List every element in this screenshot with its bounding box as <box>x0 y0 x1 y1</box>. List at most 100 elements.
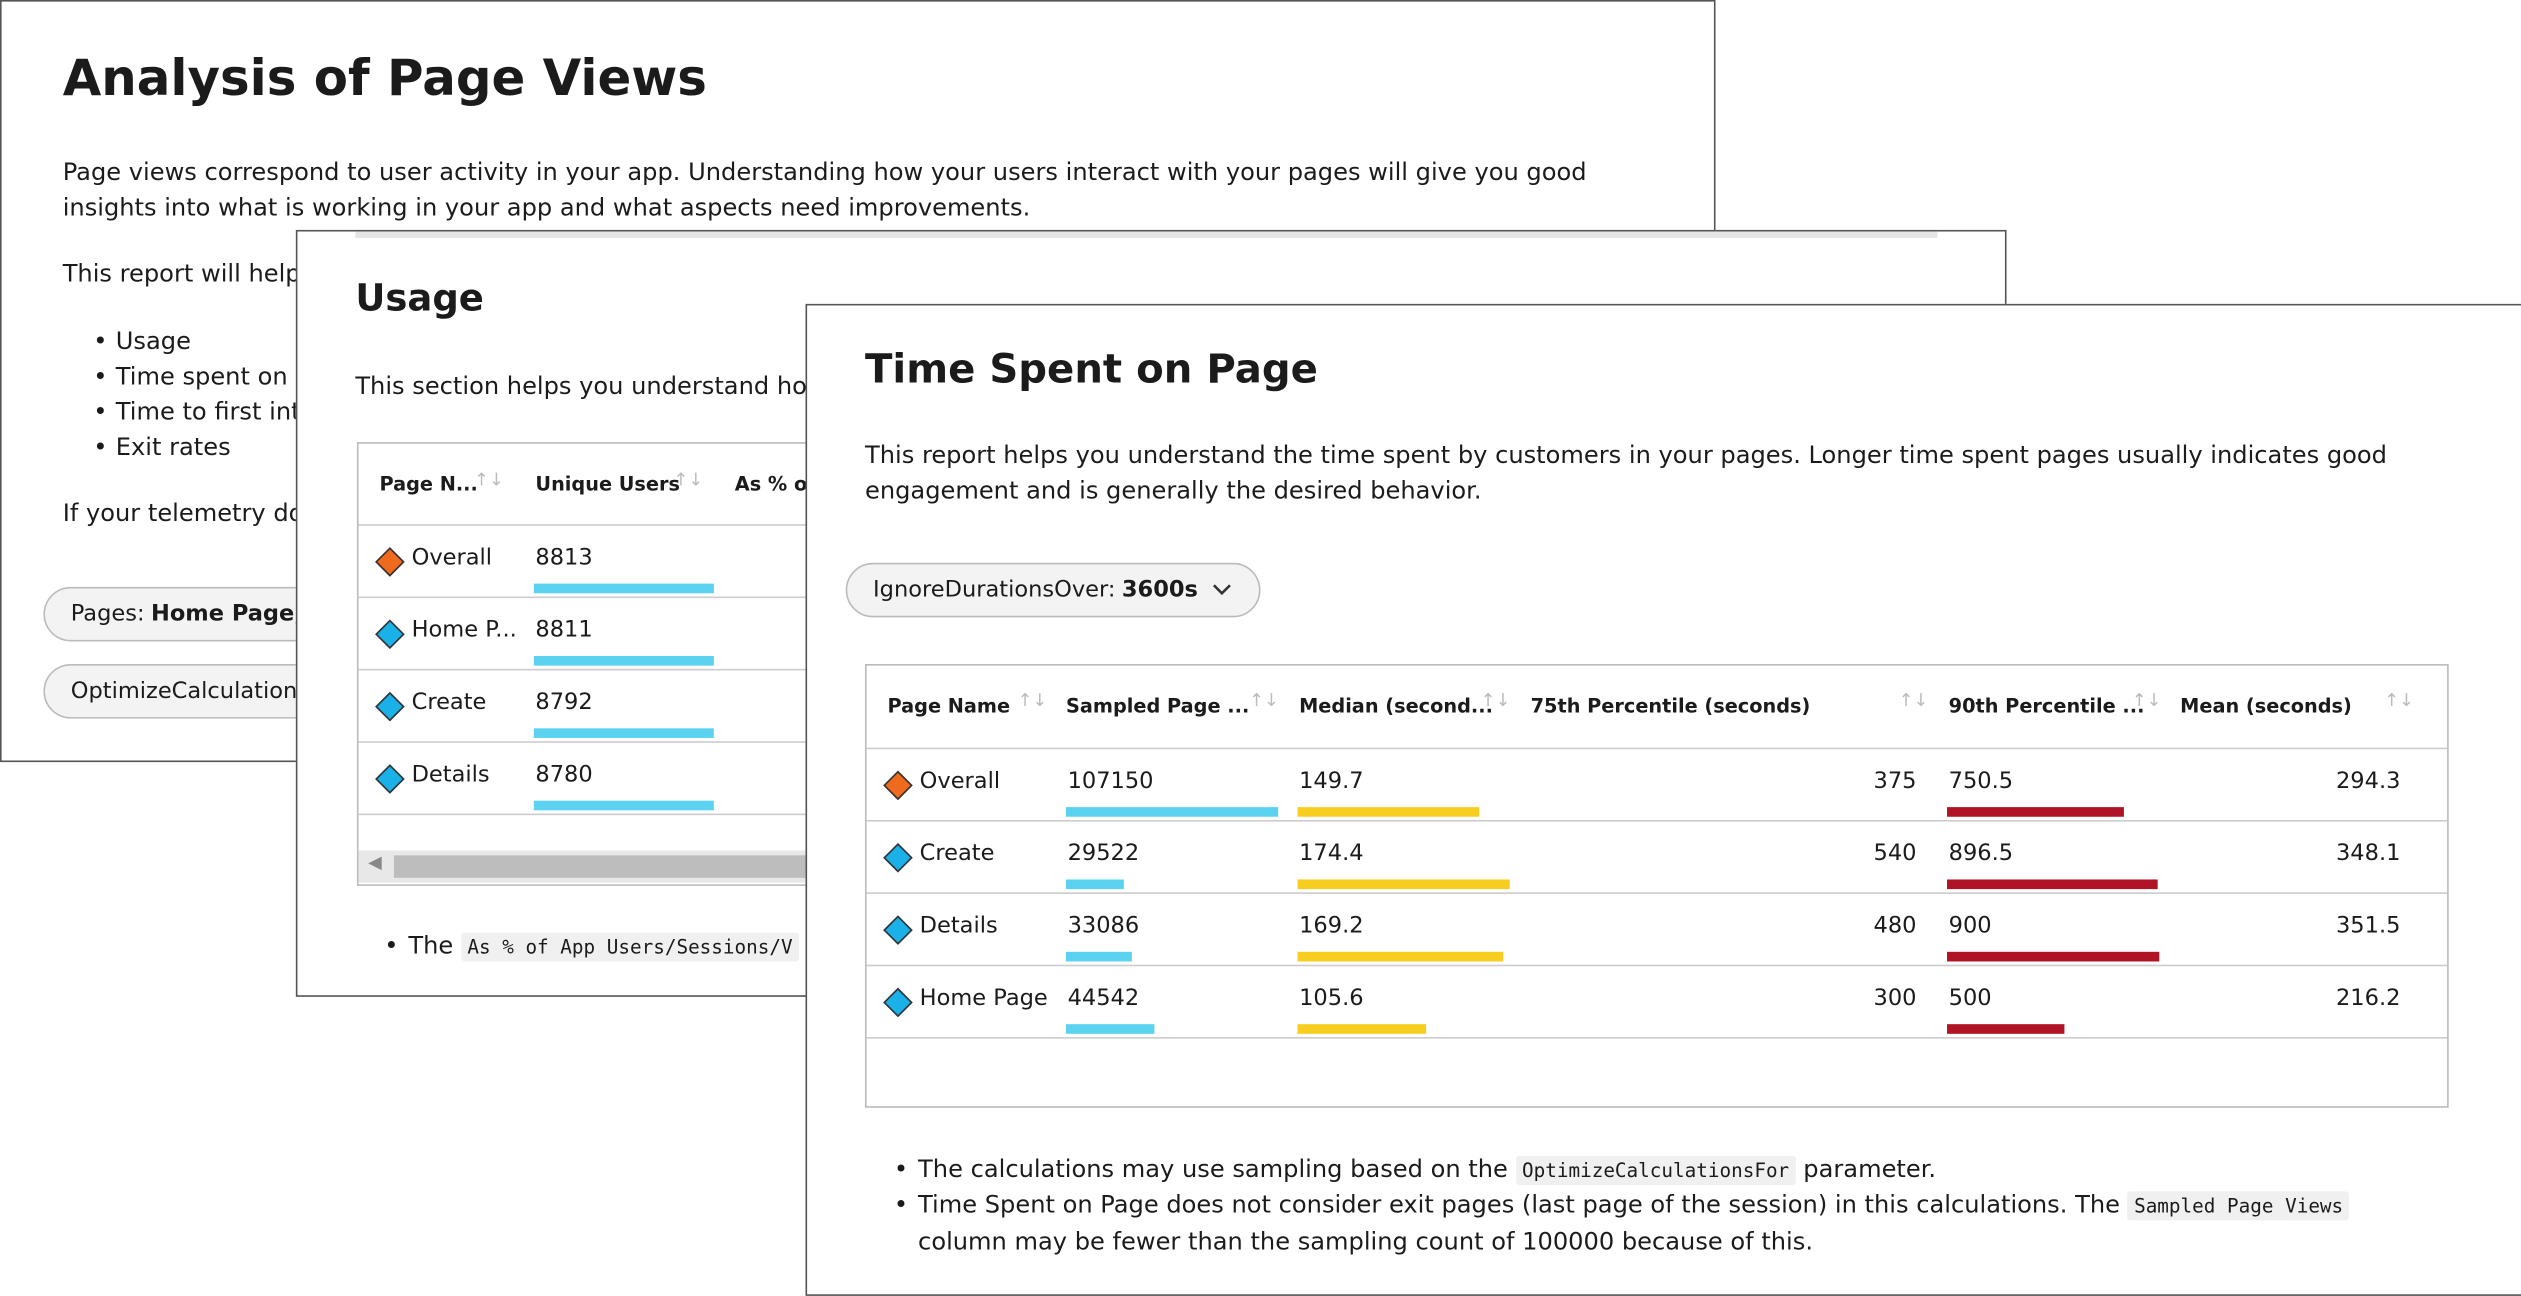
page-icon <box>375 619 405 650</box>
topic-item: Exit rates <box>115 432 231 462</box>
page-name: Details <box>919 913 998 939</box>
bullet-dot: • <box>93 361 108 391</box>
column-header: As % of <box>734 472 816 496</box>
duration-pill[interactable]: IgnoreDurationsOver: 3600s <box>845 562 1261 618</box>
sort-icon: ↑↓ <box>1898 689 1929 711</box>
column-header: Unique Users <box>535 472 680 496</box>
topic-item: Time spent on p <box>115 361 311 391</box>
section-intro: This section helps you understand how <box>355 371 827 401</box>
bar <box>1947 951 2160 962</box>
column-header: 90th Percentile ... <box>1948 694 2145 718</box>
sort-icon: ↑↓ <box>1017 689 1048 711</box>
unique-users: 8780 <box>535 762 593 788</box>
page-name: Overall <box>919 768 1001 795</box>
page-icon <box>883 987 913 1018</box>
cell-value: 750.5 <box>1948 768 2014 795</box>
page-name: Overall <box>411 545 493 571</box>
column-header: Sampled Page ... <box>1065 694 1250 718</box>
pill-label: Pages: <box>70 601 145 628</box>
cell-value: 375 <box>1873 768 1917 795</box>
bullet-dot: • <box>893 1189 909 1219</box>
topic-item: Time to first inte <box>115 397 316 427</box>
page-icon <box>375 764 405 794</box>
sort-icon: ↑↓ <box>2384 689 2415 711</box>
page-name: Home Page <box>919 985 1048 1012</box>
bar <box>1297 1024 1426 1034</box>
note-item: The calculations may use sampling based … <box>918 1151 2413 1188</box>
page-icon <box>375 547 405 577</box>
cell-value: 480 <box>1873 913 1917 939</box>
text-run: The calculations may use sampling based … <box>918 1154 1508 1184</box>
pill-label: IgnoreDurationsOver: <box>873 577 1116 603</box>
bar <box>1297 951 1504 962</box>
column-header: Mean (seconds) <box>2180 694 2352 718</box>
sort-icon: ↑↓ <box>2131 689 2162 711</box>
column-header: Page Name <box>887 694 1011 718</box>
cell-value: 500 <box>1948 985 1992 1012</box>
bullet-dot: • <box>93 326 108 356</box>
page-name: Details <box>411 762 490 788</box>
cell-value: 174.4 <box>1299 840 1364 867</box>
row-line <box>866 1037 2448 1039</box>
cell-value: 896.5 <box>1948 840 2014 867</box>
chevron-icon <box>1213 584 1232 596</box>
cell-value: 149.7 <box>1299 768 1364 795</box>
row-line <box>866 964 2448 967</box>
cell-value: 29522 <box>1067 840 1140 867</box>
cell-value: 300 <box>1873 985 1917 1012</box>
topic-item: Usage <box>115 326 191 356</box>
bar <box>533 655 714 666</box>
bullet-dot: • <box>893 1154 909 1184</box>
cell-value: 348.1 <box>2335 840 2401 867</box>
page-icon <box>883 842 913 873</box>
note-item: The As % of App Users/Sessions/V <box>408 928 800 965</box>
intro-text: Page views correspond to user activity i… <box>62 157 1587 222</box>
header-line <box>866 747 2448 750</box>
unique-users: 8813 <box>535 545 593 571</box>
bar <box>533 583 714 594</box>
divider <box>355 231 1938 238</box>
bar <box>1947 879 2159 890</box>
time-table: Page Name ↑↓ Sampled Page ... ↑↓ Median (sec… <box>864 664 2449 1108</box>
page-name: Create <box>411 689 487 716</box>
time-spent-panel: Time Spent on Page This report helps you … <box>805 303 2521 1296</box>
bar <box>1065 807 1279 817</box>
note-item: Time Spent on Page does not consider exi… <box>918 1187 2413 1259</box>
row-line <box>866 819 2448 822</box>
inline-code: As % of App Users/Sessions/V <box>460 932 800 962</box>
column-header: 75th Percentile (seconds) <box>1530 694 1811 718</box>
telemetry-text: If your telemetry do <box>62 498 304 528</box>
row-line <box>866 892 2448 894</box>
column-header: Page N... <box>379 472 478 496</box>
report-text: This report will help <box>62 258 301 288</box>
bar <box>1065 879 1125 890</box>
column-header: Median (second... <box>1299 694 1493 718</box>
text-run: column may be fewer than the sampling co… <box>918 1226 1813 1256</box>
unique-users: 8811 <box>535 617 593 644</box>
sort-icon: ↑↓ <box>1249 689 1279 711</box>
bar <box>1065 951 1132 962</box>
cell-value: 44542 <box>1067 985 1140 1012</box>
page-icon <box>375 691 405 722</box>
cell-value: 169.2 <box>1299 913 1364 939</box>
cell-value: 351.5 <box>2335 913 2401 939</box>
bar <box>533 728 714 738</box>
bar <box>1297 807 1480 817</box>
text-run: The <box>408 930 454 960</box>
section-title: Usage <box>355 278 484 320</box>
cell-value: 105.6 <box>1299 985 1364 1012</box>
inline-code: OptimizeCalculationsFor <box>1515 1156 1796 1185</box>
sort-icon: ↑↓ <box>673 469 704 491</box>
cell-value: 33086 <box>1067 913 1140 939</box>
bullet-dot: • <box>93 397 108 427</box>
cell-value: 540 <box>1873 840 1917 867</box>
cell-value: 107150 <box>1067 768 1154 795</box>
page-name: Create <box>919 840 995 867</box>
section-intro: This report helps you understand the tim… <box>864 440 2388 505</box>
sort-icon: ↑↓ <box>1480 689 1511 711</box>
text-run: parameter. <box>1803 1154 1937 1184</box>
page-title: Analysis of Page Views <box>62 49 707 108</box>
bullet-dot: • <box>384 930 399 960</box>
cell-value: 294.3 <box>2335 768 2401 795</box>
